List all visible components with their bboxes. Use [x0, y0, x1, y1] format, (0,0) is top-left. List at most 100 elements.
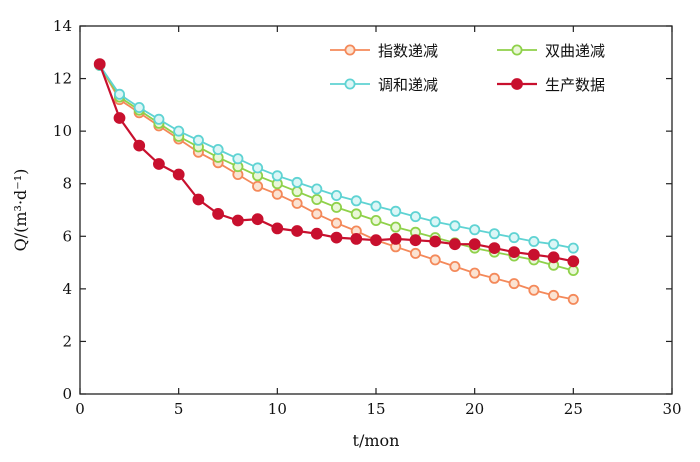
y-tick-label: 2 [62, 332, 72, 350]
data-point [271, 170, 283, 182]
data-point [449, 220, 461, 232]
data-point [488, 272, 500, 284]
data-point [251, 213, 264, 226]
data-point [291, 186, 303, 198]
data-point [567, 255, 580, 268]
axis-ticks: 0 5 10 15 20 25 30 0 2 4 6 8 10 12 14 [53, 17, 682, 418]
y-tick-label: 12 [53, 70, 72, 88]
data-point [488, 242, 501, 255]
data-point [212, 143, 224, 155]
y-tick-label: 8 [62, 175, 72, 193]
data-point [252, 180, 264, 192]
data-point [389, 232, 402, 245]
data-point [311, 183, 323, 195]
data-point [429, 216, 441, 228]
data-point [547, 251, 560, 264]
data-point [271, 188, 283, 200]
data-point [567, 242, 579, 254]
series-4 [93, 58, 580, 268]
data-point [350, 232, 363, 245]
data-point [311, 193, 323, 205]
data-point [350, 208, 362, 220]
data-point [409, 247, 421, 259]
data-point [350, 195, 362, 207]
legend-label: 指数递减 [378, 42, 438, 60]
x-tick-label: 15 [366, 400, 385, 418]
data-point [330, 231, 343, 244]
x-axis-label: t/mon [353, 431, 400, 450]
data-point [172, 168, 185, 181]
legend-swatch-marker [344, 44, 356, 56]
data-point [469, 224, 481, 236]
data-point [567, 264, 579, 276]
legend-swatch-marker [511, 44, 523, 56]
y-tick-label: 14 [53, 17, 72, 35]
y-tick-label: 10 [53, 122, 72, 140]
data-point [192, 193, 205, 206]
y-tick-label: 0 [62, 385, 72, 403]
data-point [173, 125, 185, 137]
data-point [548, 289, 560, 301]
data-point [291, 176, 303, 188]
data-point [429, 235, 442, 248]
data-point [370, 234, 382, 247]
data-point [330, 189, 342, 201]
data-point [311, 208, 323, 220]
data-point [133, 139, 146, 152]
data-point [508, 246, 520, 259]
data-point [152, 158, 165, 170]
series-layer [93, 58, 580, 305]
data-point [448, 238, 461, 251]
legend-label: 双曲递减 [545, 42, 605, 60]
data-point [508, 232, 520, 244]
data-point [133, 102, 145, 114]
data-point [330, 217, 342, 229]
data-point [390, 221, 402, 233]
data-point [469, 267, 481, 279]
data-point [310, 227, 323, 240]
data-point [232, 153, 244, 165]
data-point [330, 201, 342, 213]
data-point [153, 113, 165, 125]
data-point [528, 284, 540, 296]
x-tick-label: 0 [75, 400, 85, 418]
x-tick-label: 10 [268, 400, 287, 418]
x-tick-label: 20 [465, 400, 484, 418]
data-point [291, 197, 303, 209]
data-point [93, 58, 106, 70]
data-point [449, 260, 461, 272]
data-point [370, 214, 382, 226]
data-point [409, 211, 421, 223]
legend-swatch-marker [344, 78, 356, 90]
data-point [192, 134, 204, 146]
data-point [429, 254, 441, 266]
data-point [231, 214, 244, 227]
x-tick-label: 25 [564, 400, 583, 418]
data-point [468, 238, 481, 251]
x-tick-label: 30 [662, 400, 681, 418]
x-tick-label: 5 [174, 400, 184, 418]
data-point [409, 234, 422, 247]
data-point [113, 112, 126, 124]
data-point [567, 293, 579, 305]
series-3 [94, 59, 579, 254]
y-axis-label: Q/(m³·d⁻¹) [11, 169, 30, 252]
data-point [370, 200, 382, 212]
data-point [528, 248, 540, 261]
data-point [291, 225, 303, 237]
data-point [114, 88, 126, 100]
data-point [508, 278, 520, 290]
data-point [390, 205, 402, 217]
data-point [488, 228, 500, 240]
y-tick-label: 6 [62, 227, 72, 245]
data-point [252, 162, 264, 174]
data-point [528, 235, 540, 247]
data-point [548, 238, 560, 250]
data-point [212, 207, 225, 220]
legend-label: 生产数据 [545, 76, 605, 94]
legend-label: 调和递减 [378, 76, 438, 94]
data-point [271, 222, 284, 235]
